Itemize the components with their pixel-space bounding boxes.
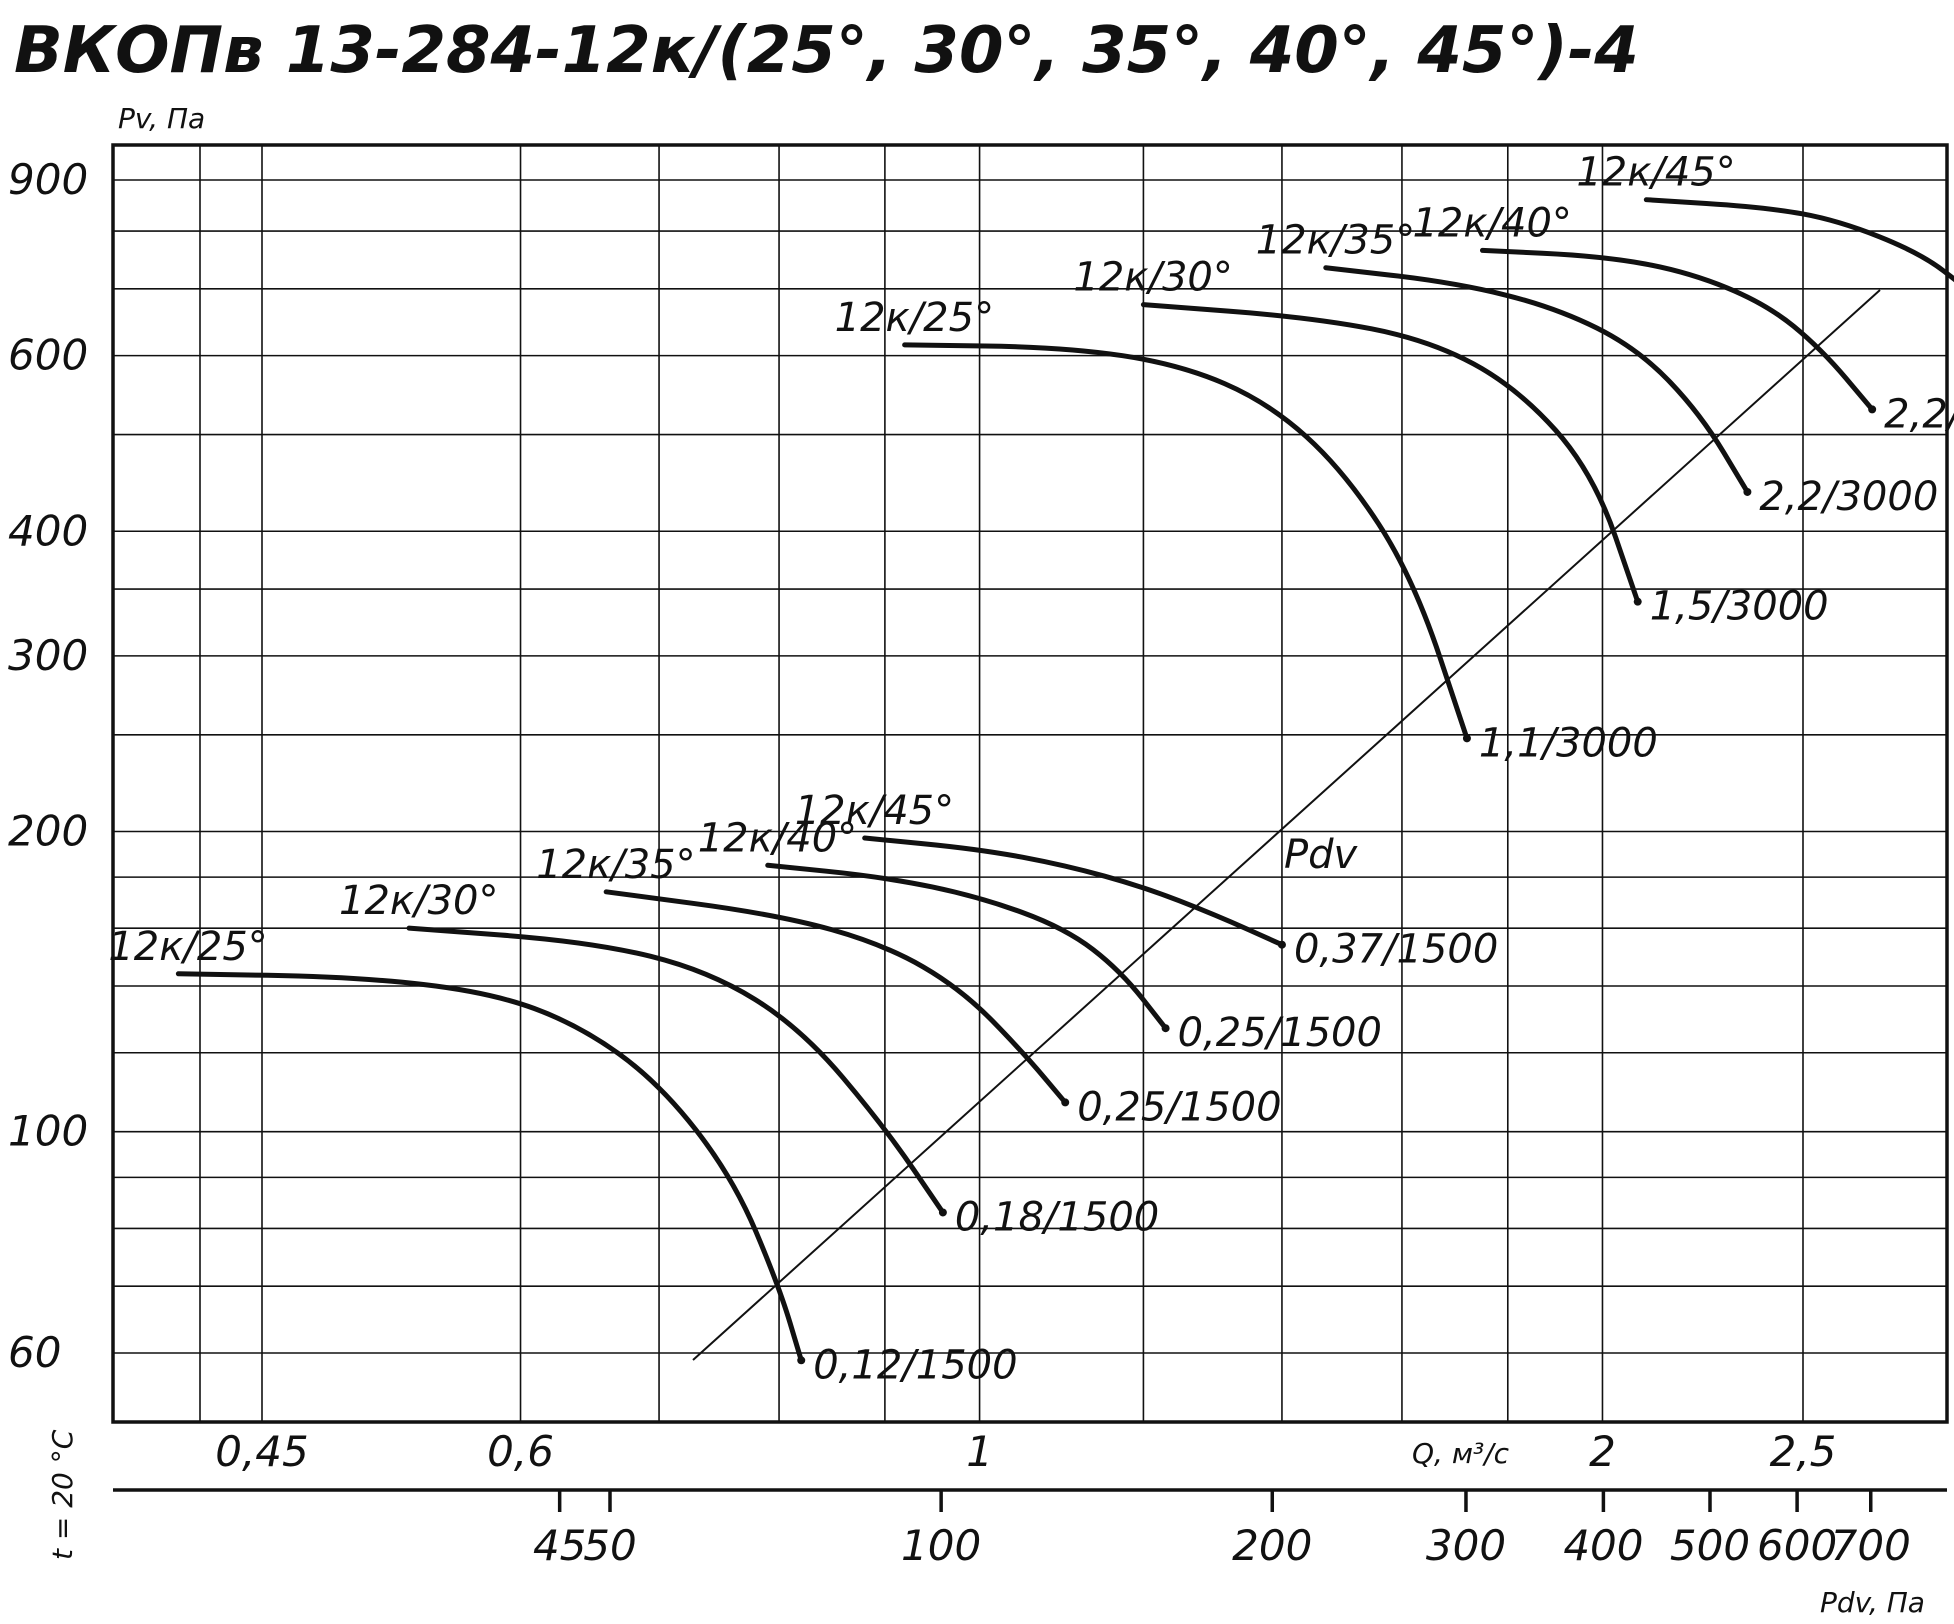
- temperature-note: t = 20 °C: [46, 1429, 79, 1560]
- pdv-tick-label: 100: [901, 1521, 981, 1570]
- curve-name-label: 12к/40°: [1412, 200, 1571, 246]
- curve-name-label: 12к/35°: [1256, 218, 1415, 264]
- performance-curve: [765, 862, 1169, 1031]
- curve-name-label: 12к/45°: [795, 788, 954, 834]
- curve-end-point: [1161, 1024, 1170, 1033]
- curve-name-label: 12к/25°: [108, 924, 267, 970]
- curve-end-point: [1462, 734, 1471, 743]
- curve-end-point: [1743, 487, 1752, 496]
- curve-name-label: 12к/25°: [835, 295, 994, 341]
- pdv-tick-label: 500: [1670, 1521, 1750, 1570]
- curve-end-point: [797, 1356, 806, 1365]
- y-tick-label: 100: [8, 1107, 88, 1156]
- curve-name-label: 12к/35°: [536, 842, 695, 888]
- y-tick-label: 300: [8, 631, 88, 680]
- performance-curve: [862, 835, 1285, 948]
- curve-end-point: [1061, 1098, 1070, 1107]
- performance-curve: [1643, 197, 1954, 283]
- pdv-tick-label: 700: [1831, 1521, 1911, 1570]
- motor-label: 1,1/3000: [1479, 720, 1658, 766]
- y-tick-label: 200: [8, 806, 88, 855]
- pdv-tick-label: 50: [583, 1521, 636, 1570]
- performance-curve: [1479, 247, 1875, 412]
- curve-name-label: 12к/30°: [1073, 255, 1232, 301]
- curve-end-point: [1277, 940, 1286, 949]
- curve-labels: 12к/25° 0,12/1500 12к/30° 0,18/1500 12к/35° 0…: [108, 150, 1954, 1389]
- chart-title: ВКОПв 13-284-12к/(25°, 30°, 35°, 40°, 45…: [14, 14, 1639, 88]
- performance-curves: [175, 197, 1954, 1365]
- x-tick-labels: 0,45 0,6 1 2 2,5: [215, 1427, 1836, 1476]
- x-tick-label: 0,45: [215, 1427, 309, 1476]
- y-axis-label: Pv, Па: [118, 102, 205, 135]
- x-axis-label: Q, м³/с: [1412, 1437, 1510, 1470]
- performance-curve: [603, 889, 1068, 1105]
- y-tick-label: 60: [8, 1328, 61, 1377]
- motor-label: 2,2/3000: [1759, 474, 1938, 520]
- motor-label: 0,18/1500: [955, 1194, 1159, 1240]
- pdv-tick-label: 600: [1757, 1521, 1837, 1570]
- y-tick-label: 600: [8, 331, 88, 380]
- x-tick-label: 1: [966, 1427, 993, 1476]
- curve-end-point: [1868, 405, 1877, 414]
- performance-curve: [175, 971, 804, 1363]
- x-tick-label: 0,6: [487, 1427, 554, 1476]
- curve-end-point: [1633, 597, 1642, 606]
- curve-name-label: 12к/30°: [339, 878, 498, 924]
- performance-curve: [406, 925, 946, 1215]
- pdv-tick-label: 45: [533, 1521, 586, 1570]
- pdv-tick-label: 300: [1426, 1521, 1506, 1570]
- pdv-tick-label: 400: [1563, 1521, 1643, 1570]
- x-tick-label: 2: [1589, 1427, 1616, 1476]
- performance-curve: [1140, 302, 1641, 605]
- y-tick-labels: 900 600 400 300 200 100 60: [8, 155, 88, 1377]
- pdv-diagonal-label: Pdv: [1284, 832, 1359, 878]
- pdv-axis-label: Pdv, Па: [1820, 1586, 1925, 1619]
- y-tick-label: 400: [8, 506, 88, 555]
- y-tick-label: 900: [8, 155, 88, 204]
- curve-name-label: 12к/45°: [1576, 150, 1735, 196]
- motor-label: 2,2/3000: [1884, 391, 1954, 437]
- motor-label: 0,12/1500: [813, 1342, 1017, 1388]
- pdv-tick-label: 200: [1232, 1521, 1312, 1570]
- motor-label: 0,25/1500: [1178, 1010, 1382, 1056]
- motor-label: 0,37/1500: [1294, 927, 1498, 973]
- performance-curve: [1323, 265, 1750, 495]
- curve-name-label: 12к/40°: [698, 815, 857, 861]
- pdv-diagonal-line: [692, 289, 1881, 1361]
- plot-frame: [111, 143, 1949, 1424]
- motor-label: 0,25/1500: [1077, 1084, 1281, 1130]
- motor-label: 1,5/3000: [1650, 584, 1829, 630]
- performance-curve: [902, 342, 1470, 741]
- x-tick-label: 2,5: [1770, 1427, 1837, 1476]
- curve-end-point: [938, 1208, 947, 1217]
